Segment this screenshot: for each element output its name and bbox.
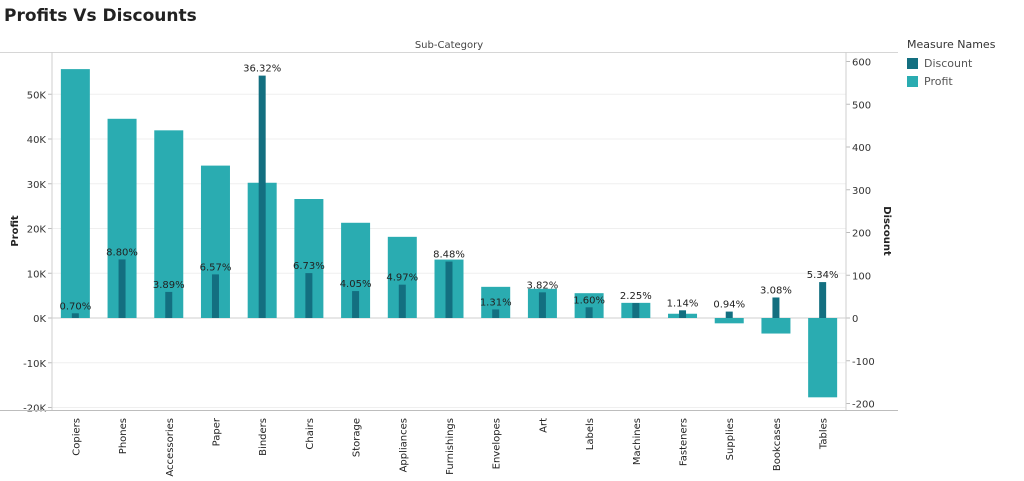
y-right-tick-label: -200 <box>852 400 875 411</box>
x-tick-label: Envelopes <box>492 418 503 469</box>
discount-data-label: 4.97% <box>386 273 418 284</box>
legend-label-profit: Profit <box>924 75 953 88</box>
y-right-tick-label: 0 <box>852 314 858 325</box>
y-right-tick-label: 200 <box>852 229 871 240</box>
discount-bar-paper <box>211 274 219 318</box>
discount-data-label: 2.25% <box>620 291 652 302</box>
x-tick-label: Tables <box>819 418 830 450</box>
y-left-tick-label: 30K <box>27 180 47 191</box>
discount-bar-furnishings <box>445 261 453 318</box>
legend: Measure Names Discount Profit <box>907 38 995 93</box>
x-tick-label: Supplies <box>725 418 736 460</box>
profit-bar-copiers <box>60 69 90 318</box>
chart-title: Profits Vs Discounts <box>4 6 197 26</box>
x-tick-label: Paper <box>211 417 222 446</box>
y-left-tick-label: 40K <box>27 135 47 146</box>
x-tick-label: Chairs <box>305 418 316 450</box>
discount-data-label: 3.89% <box>153 280 185 291</box>
x-tick-label: Machines <box>632 418 643 465</box>
discount-data-label: 6.57% <box>200 262 232 273</box>
y-left-tick-label: -10K <box>23 359 46 370</box>
x-tick-label: Binders <box>258 418 269 456</box>
discount-data-label: 0.70% <box>59 301 91 312</box>
discount-bar-storage <box>352 291 360 318</box>
x-tick-label: Furnishings <box>445 418 456 475</box>
discount-bar-labels <box>585 307 593 318</box>
discount-data-label: 0.94% <box>713 300 745 311</box>
discount-bar-machines <box>632 303 640 318</box>
y-right-axis-title: Discount <box>881 206 892 256</box>
column-header: Sub-Category <box>415 40 483 51</box>
discount-bar-chairs <box>305 273 313 318</box>
y-right-tick-label: 600 <box>852 58 871 69</box>
y-right-tick-label: 400 <box>852 143 871 154</box>
legend-item-discount[interactable]: Discount <box>907 57 995 70</box>
combo-bar-chart: Sub-Category -20K -10K 0K 10K 20K 30K 40K 50K -20… <box>0 40 898 477</box>
y-left-tick-label: 10K <box>27 269 47 280</box>
discount-bar-tables <box>819 282 827 318</box>
discount-bar-bookcases <box>772 297 780 318</box>
discount-data-label: 4.05% <box>340 279 372 290</box>
discount-data-label: 1.31% <box>480 297 512 308</box>
y-left-tick-label: -20K <box>23 404 46 415</box>
x-tick-label: Storage <box>352 418 363 457</box>
discount-data-label: 3.08% <box>760 285 792 296</box>
discount-data-label: 8.48% <box>433 250 465 261</box>
legend-label-discount: Discount <box>924 57 973 70</box>
x-tick-label: Phones <box>118 418 129 454</box>
y-right-tick-label: 500 <box>852 100 871 111</box>
y-right-tick-label: 300 <box>852 186 871 197</box>
x-tick-label: Bookcases <box>772 418 783 471</box>
discount-bar-supplies <box>725 311 733 318</box>
discount-bar-appliances <box>398 284 406 318</box>
profit-bar-supplies <box>714 318 744 324</box>
legend-title: Measure Names <box>907 38 996 51</box>
y-right-tick-label: 100 <box>852 271 871 282</box>
profit-bar-bookcases <box>761 318 791 334</box>
profit-bar-accessories <box>154 130 184 318</box>
y-left-axis-title: Profit <box>10 215 21 247</box>
discount-bar-accessories <box>165 291 173 318</box>
x-tick-label: Labels <box>585 418 596 450</box>
discount-data-label: 36.32% <box>243 64 281 75</box>
discount-data-label: 5.34% <box>807 270 839 281</box>
legend-item-profit[interactable]: Profit <box>907 75 995 88</box>
discount-data-label: 3.82% <box>527 280 559 291</box>
discount-bar-phones <box>118 259 126 318</box>
profit-bar-tables <box>808 318 838 398</box>
discount-data-label: 1.14% <box>667 298 699 309</box>
x-tick-label: Art <box>538 418 549 433</box>
x-tick-label: Appliances <box>398 418 409 472</box>
discount-data-label: 1.60% <box>573 295 605 306</box>
discount-bar-copiers <box>71 313 79 318</box>
discount-bar-fasteners <box>679 310 687 318</box>
discount-bar-envelopes <box>492 309 500 318</box>
x-tick-label: Accessories <box>165 418 176 477</box>
y-right-tick-label: -100 <box>852 357 875 368</box>
x-tick-label: Fasteners <box>679 418 690 466</box>
legend-swatch-profit <box>907 76 918 87</box>
discount-bar-binders <box>258 75 266 318</box>
y-left-tick-label: 50K <box>27 90 47 101</box>
discount-data-label: 8.80% <box>106 247 138 258</box>
x-tick-label: Copiers <box>71 418 82 456</box>
y-left-tick-label: 20K <box>27 225 47 236</box>
discount-data-label: 6.73% <box>293 261 325 272</box>
y-left-tick-label: 0K <box>33 314 46 325</box>
discount-bar-art <box>538 292 546 318</box>
legend-swatch-discount <box>907 58 918 69</box>
